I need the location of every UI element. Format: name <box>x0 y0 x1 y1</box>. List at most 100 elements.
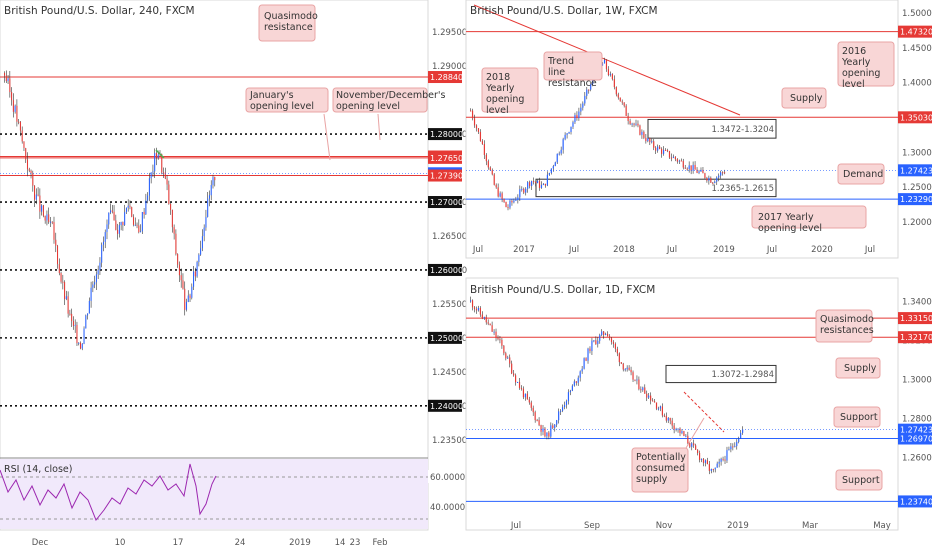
candle <box>493 331 495 333</box>
candle <box>485 154 487 162</box>
candle <box>722 458 724 460</box>
svg-text:Supply: Supply <box>844 363 877 374</box>
candle <box>647 138 649 142</box>
candle <box>140 231 142 233</box>
candle <box>685 435 687 437</box>
candle <box>554 162 556 167</box>
svg-text:Supply: Supply <box>790 93 823 104</box>
price-tag-label: 1.27650 <box>430 154 463 163</box>
candle <box>477 128 480 132</box>
candle <box>523 188 525 193</box>
candle <box>129 205 131 208</box>
candle <box>567 392 570 402</box>
x-tick-label: 17 <box>173 538 184 548</box>
candle <box>613 79 615 88</box>
candle <box>716 463 718 468</box>
zone-label: 1.3072-1.2984 <box>711 370 774 380</box>
annotation-2016-yearly: 2016 Yearly opening level <box>837 41 895 90</box>
candle <box>106 224 108 233</box>
price-tag-label: 1.26970 <box>900 434 932 443</box>
candle <box>714 181 716 183</box>
candle <box>518 381 521 388</box>
candle <box>740 432 742 439</box>
price-tag-label: 1.23740 <box>900 497 932 506</box>
candle <box>564 134 566 140</box>
annotation-2018-yearly: 2018 Yearly opening level <box>481 67 539 116</box>
candle <box>542 183 545 185</box>
candle <box>646 393 648 398</box>
candle <box>619 97 621 102</box>
candle <box>58 264 60 274</box>
candle <box>92 284 94 288</box>
zone-label: 1.2365-1.2615 <box>711 184 774 194</box>
price-tag <box>898 25 932 38</box>
candle <box>690 165 692 171</box>
candle <box>718 175 720 178</box>
svg-text:Demand: Demand <box>843 169 883 180</box>
candle <box>639 125 641 135</box>
candle <box>552 425 554 428</box>
candle <box>120 222 122 226</box>
candle <box>630 369 632 373</box>
panel-4h: RSI (14, close) 60.0000 40.0000 1.29500 1… <box>0 0 468 548</box>
candle <box>515 375 517 383</box>
price-tag <box>428 151 462 164</box>
y-tick-label: 1.20000 <box>902 218 932 228</box>
candle <box>552 166 554 169</box>
candle <box>573 381 575 386</box>
price-tag-label: 1.28000 <box>430 130 463 139</box>
candle <box>672 156 675 158</box>
candle <box>35 194 37 200</box>
candle <box>722 172 724 174</box>
annotation-quasimodo-resistances: Quasimodo resistances <box>815 309 874 343</box>
candle <box>122 222 124 225</box>
candle <box>513 373 515 376</box>
candle <box>631 123 633 125</box>
candle <box>591 340 593 352</box>
candle <box>556 153 558 163</box>
candle <box>131 207 133 217</box>
candle <box>671 420 673 426</box>
candle <box>614 343 617 349</box>
candle <box>576 114 578 119</box>
candle <box>577 377 579 383</box>
candle <box>208 195 210 199</box>
y-tick-label: 1.29500 <box>432 28 467 38</box>
candle <box>511 200 513 203</box>
candle <box>185 301 188 310</box>
candle <box>203 227 205 237</box>
candle <box>521 188 523 190</box>
candle <box>152 171 154 173</box>
candle <box>491 170 493 175</box>
candle <box>556 420 558 425</box>
candle <box>489 323 491 326</box>
candle <box>574 114 576 123</box>
candle <box>638 379 640 390</box>
annotation-consumed-supply: Potentially consumed supply <box>631 417 705 493</box>
candle <box>652 400 654 402</box>
candle <box>479 131 482 142</box>
candle <box>645 137 647 142</box>
candle <box>615 87 617 95</box>
candle <box>207 198 209 218</box>
candle <box>533 181 535 183</box>
candle <box>487 322 489 324</box>
candle <box>94 282 96 285</box>
candle <box>99 262 101 271</box>
price-tag <box>898 312 932 325</box>
candle <box>659 406 662 409</box>
candle <box>49 221 51 223</box>
candle <box>706 177 708 181</box>
x-tick-label: Feb <box>372 538 387 548</box>
candle <box>695 445 697 450</box>
price-tag-label: 1.33150 <box>900 314 932 323</box>
candle <box>201 236 203 249</box>
candle <box>648 395 650 398</box>
candle <box>714 467 716 470</box>
x-tick-label: 23 <box>350 538 361 548</box>
candle <box>657 408 660 410</box>
candle <box>21 130 23 142</box>
y-tick-label: 1.30000 <box>902 148 932 158</box>
candle <box>558 411 560 421</box>
